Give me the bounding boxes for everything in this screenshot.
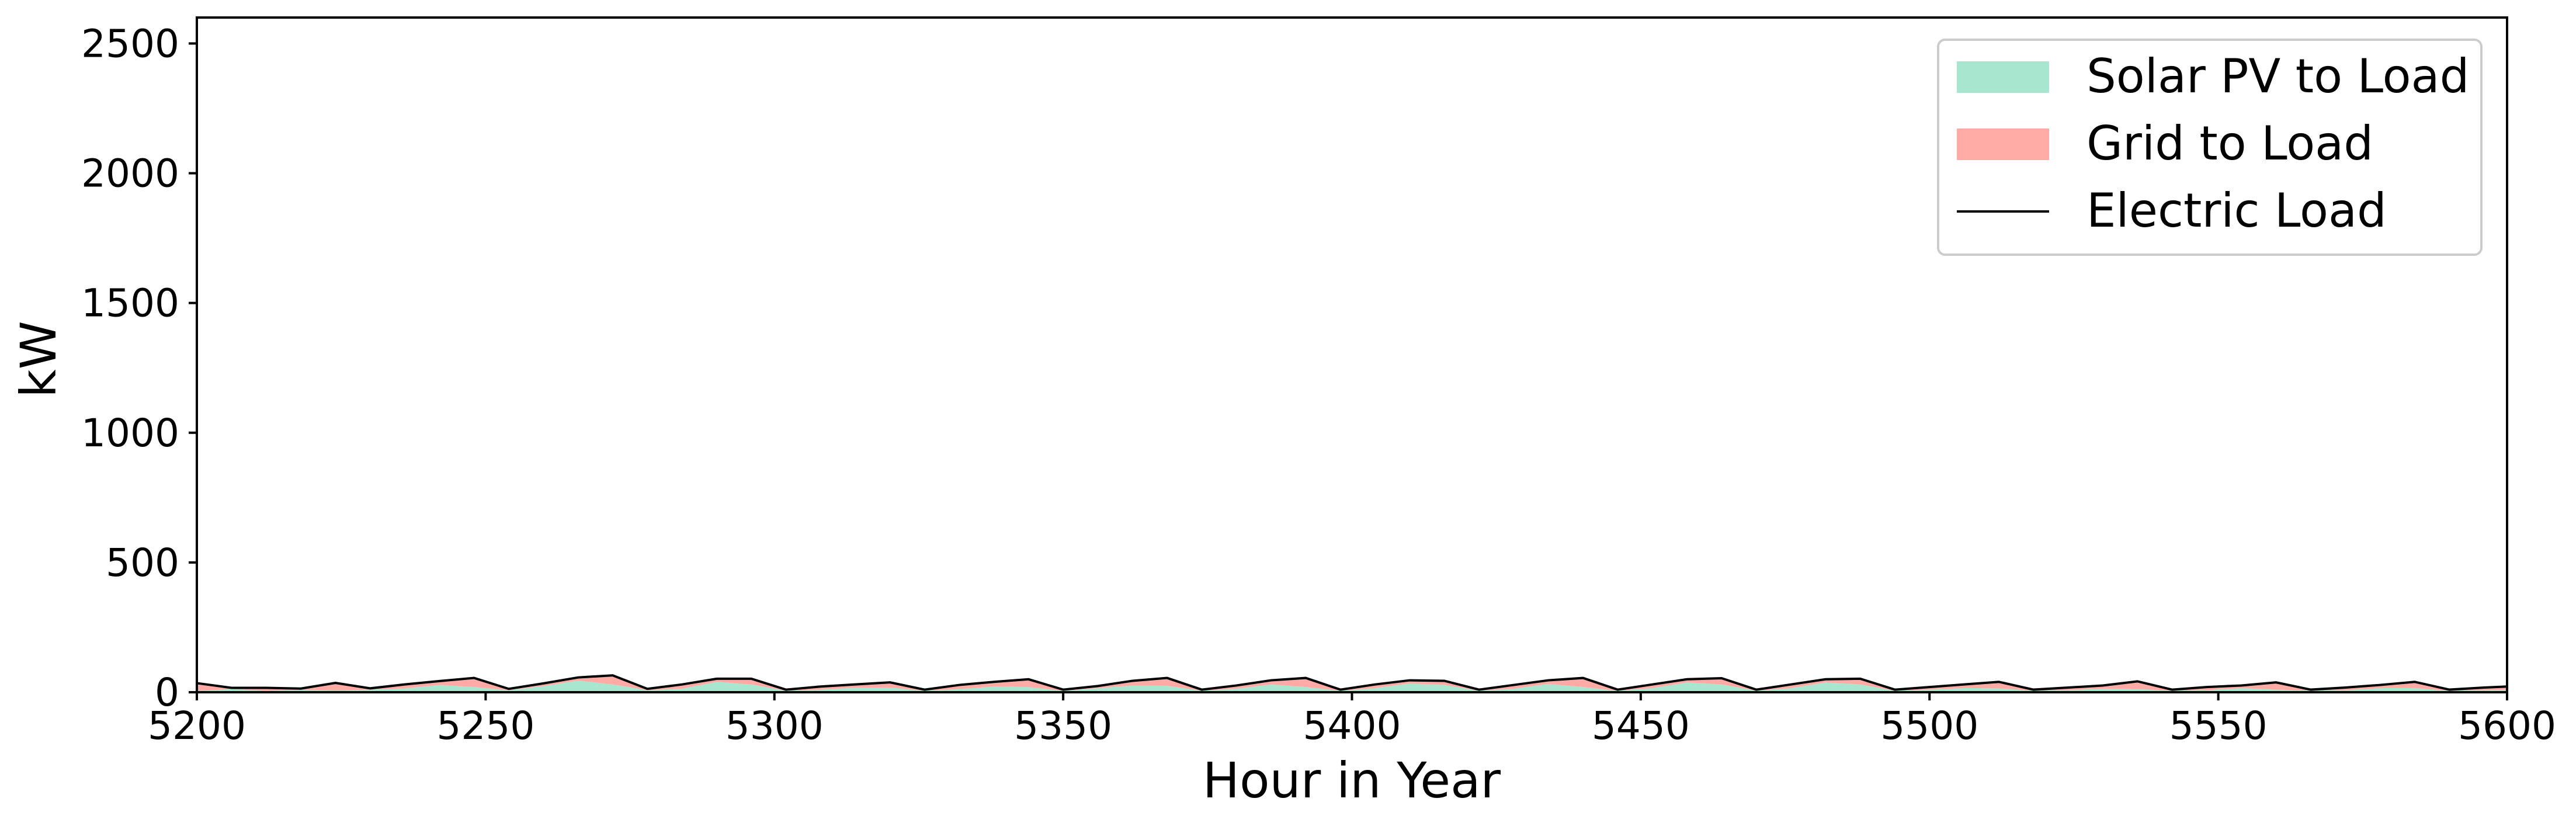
series-area-solar-pv-to-load xyxy=(197,681,2507,692)
line-layer xyxy=(196,674,2508,691)
x-axis-title: Hour in Year xyxy=(1203,752,1501,809)
series-line-electric-load xyxy=(196,674,2508,691)
x-tick-label: 5250 xyxy=(436,703,534,748)
x-tick-label: 5550 xyxy=(2169,703,2268,748)
x-tick-label: 5450 xyxy=(1592,703,1690,748)
y-tick-label: 2000 xyxy=(81,151,179,196)
legend-label-solar: Solar PV to Load xyxy=(2087,49,2469,103)
x-tick-label: 5500 xyxy=(1880,703,1978,748)
y-tick-label: 1000 xyxy=(81,411,179,456)
legend-frame xyxy=(1937,39,2483,256)
legend-label-load: Electric Load xyxy=(2087,183,2387,238)
x-axis: 5200 5250 5300 5350 5400 5450 5500 5550 5600 xyxy=(148,692,2556,748)
legend-swatch-grid xyxy=(1957,129,2049,160)
x-tick-label: 5400 xyxy=(1303,703,1401,748)
y-tick-label: 2500 xyxy=(81,21,179,66)
y-tick-label: 1500 xyxy=(81,281,179,326)
x-tick-label: 5200 xyxy=(148,703,246,748)
x-tick-label: 5600 xyxy=(2458,703,2556,748)
x-tick-label: 5350 xyxy=(1014,703,1112,748)
y-tick-label: 500 xyxy=(106,540,179,585)
legend-swatch-solar xyxy=(1957,61,2049,93)
y-tick-label: 0 xyxy=(155,670,179,715)
x-tick-label: 5300 xyxy=(725,703,824,748)
legend: Solar PV to Load Grid to Load Electric L… xyxy=(1937,39,2483,256)
y-axis: 0 500 1000 1500 2000 2500 xyxy=(81,21,197,715)
legend-label-grid: Grid to Load xyxy=(2087,116,2373,171)
y-axis-title: kW xyxy=(10,321,67,398)
